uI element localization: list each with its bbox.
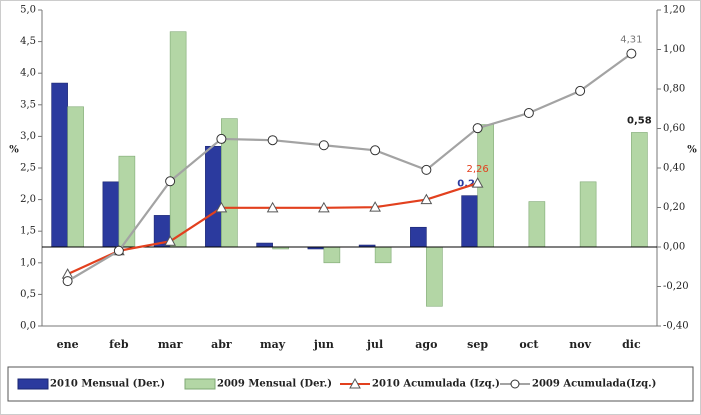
legend-label: 2009 Acumulada(Izq.) bbox=[532, 379, 656, 390]
x-tick-label: sep bbox=[467, 338, 488, 351]
marker bbox=[523, 108, 534, 119]
value-label: 4,31 bbox=[620, 35, 642, 46]
marker bbox=[626, 48, 637, 59]
marker bbox=[318, 140, 329, 151]
marker bbox=[267, 135, 278, 146]
bar bbox=[169, 31, 187, 248]
y2-tick-label: 0,40 bbox=[663, 163, 685, 174]
bar bbox=[205, 145, 222, 248]
marker bbox=[318, 201, 330, 213]
value-label: 2,26 bbox=[466, 164, 488, 175]
legend-marker bbox=[510, 379, 520, 389]
marker bbox=[266, 201, 279, 213]
y2-axis-label: % bbox=[687, 145, 697, 156]
legend-label: 2010 Mensual (Der.) bbox=[50, 379, 165, 390]
marker bbox=[164, 235, 176, 246]
y-tick-label: 1,0 bbox=[20, 257, 36, 268]
marker bbox=[215, 201, 228, 213]
marker bbox=[216, 133, 227, 144]
x-tick-label: ago bbox=[415, 338, 437, 351]
y2-tick-label: 0,00 bbox=[663, 242, 685, 253]
y-tick-label: 2,0 bbox=[20, 194, 36, 205]
y-tick-label: 4,5 bbox=[20, 36, 36, 47]
marker bbox=[420, 193, 433, 205]
y2-tick-label: 0,60 bbox=[663, 123, 685, 134]
x-tick-label: feb bbox=[109, 338, 129, 351]
bar bbox=[579, 181, 597, 248]
y-tick-label: 0,5 bbox=[20, 289, 36, 300]
bar bbox=[410, 226, 427, 248]
marker bbox=[575, 85, 586, 96]
marker bbox=[62, 276, 73, 287]
y-tick-label: 4,0 bbox=[20, 68, 36, 79]
x-tick-label: mar bbox=[158, 338, 183, 351]
bar bbox=[51, 82, 68, 248]
bar bbox=[67, 106, 84, 248]
marker bbox=[113, 245, 124, 256]
value-label: 0,58 bbox=[627, 115, 652, 126]
marker bbox=[165, 176, 176, 187]
value-label: 0,26 bbox=[457, 179, 482, 190]
legend-swatch bbox=[17, 378, 49, 390]
marker bbox=[471, 177, 484, 188]
y-tick-label: 3,0 bbox=[20, 131, 36, 142]
bar bbox=[528, 201, 546, 248]
x-tick-label: ene bbox=[57, 338, 79, 351]
y-tick-label: 1,5 bbox=[20, 226, 36, 237]
bar bbox=[461, 195, 478, 248]
x-tick-label: abr bbox=[211, 338, 232, 351]
y2-tick-label: 0,20 bbox=[663, 202, 685, 213]
bar bbox=[374, 246, 392, 264]
y2-tick-label: -0,20 bbox=[663, 281, 689, 292]
y2-tick-label: 0,80 bbox=[663, 84, 685, 95]
bar bbox=[102, 181, 120, 248]
legend-marker bbox=[349, 377, 361, 389]
x-tick-label: dic bbox=[622, 338, 641, 351]
bar bbox=[631, 132, 648, 248]
legend-label: 2009 Mensual (Der.) bbox=[217, 379, 332, 390]
bar bbox=[426, 246, 443, 307]
y-axis-label: % bbox=[9, 145, 19, 156]
line bbox=[67, 52, 633, 283]
marker bbox=[472, 123, 483, 134]
y-tick-label: 3,5 bbox=[20, 99, 36, 110]
x-tick-label: nov bbox=[569, 338, 591, 351]
y-tick-label: 2,5 bbox=[20, 163, 36, 174]
x-tick-label: oct bbox=[519, 338, 539, 351]
bar bbox=[256, 242, 273, 248]
marker bbox=[370, 145, 381, 156]
x-tick-label: jun bbox=[313, 338, 334, 351]
x-tick-label: jul bbox=[366, 338, 383, 351]
marker bbox=[421, 164, 432, 175]
y2-tick-label: 1,00 bbox=[663, 44, 685, 55]
y2-tick-label: 1,20 bbox=[663, 5, 685, 16]
legend-label: 2010 Acumulada (Izq.) bbox=[372, 379, 500, 390]
marker bbox=[369, 201, 381, 212]
x-tick-label: may bbox=[260, 338, 286, 351]
legend-frame bbox=[7, 366, 694, 402]
y2-tick-label: -0,40 bbox=[663, 321, 689, 332]
legend-swatch bbox=[184, 378, 216, 390]
y-tick-label: 0,0 bbox=[20, 321, 36, 332]
y-tick-label: 5,0 bbox=[20, 5, 36, 16]
bar bbox=[323, 246, 341, 264]
